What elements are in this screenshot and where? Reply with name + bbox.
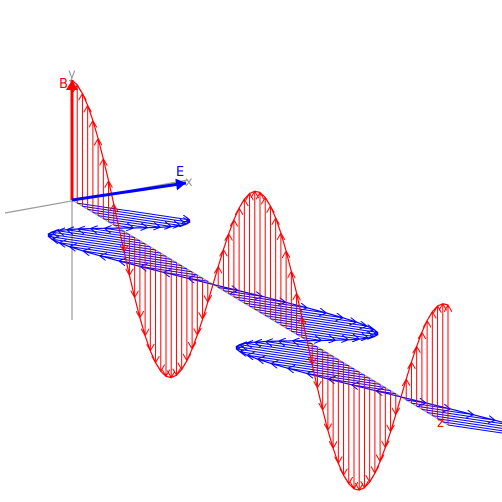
b-field-envelope	[71, 79, 449, 491]
e-field-vector	[247, 355, 360, 373]
e-field-vector	[52, 239, 167, 257]
e-field-vector	[254, 308, 367, 326]
e-field-vector	[288, 368, 375, 382]
e-field-vector	[427, 412, 502, 425]
e-field-vector	[236, 347, 344, 363]
e-field-vector	[244, 302, 343, 318]
e-field-vector	[286, 327, 359, 339]
e-field-vector	[77, 202, 189, 220]
x-axis-label: x	[185, 175, 193, 190]
b-vector-label: B	[59, 77, 68, 92]
e-vector-label: E	[176, 165, 184, 180]
e-field-vector	[237, 349, 349, 367]
e-field-vector	[67, 230, 140, 242]
e-field-vector	[266, 342, 323, 351]
e-field-vector	[411, 402, 450, 409]
e-field-vector	[442, 421, 502, 432]
e-field-vector	[437, 418, 502, 429]
e-field-vector	[82, 205, 189, 222]
e-field-vector	[103, 218, 160, 228]
e-field-vector	[48, 234, 156, 251]
e-field-vector	[278, 341, 318, 348]
e-field-vector	[259, 312, 374, 330]
e-field-vector	[291, 330, 348, 340]
y-axis-label: y	[68, 67, 76, 82]
z-axis-label: z	[437, 416, 444, 431]
e-field-vector	[98, 215, 171, 227]
e-field-vector	[246, 343, 334, 357]
e-field-vector	[223, 290, 262, 297]
magnetic-field-wave	[71, 79, 449, 491]
e-field-vector	[240, 352, 355, 370]
e-field-vector	[416, 405, 474, 415]
e-field-vector	[447, 424, 502, 434]
e-field-vector	[52, 232, 151, 248]
e-field-vector	[49, 236, 161, 254]
e-field-vector	[249, 305, 357, 322]
e-field-vector	[239, 299, 326, 313]
e-field-vector	[432, 415, 502, 427]
e-field-vector	[90, 229, 130, 235]
e-field-vector	[240, 345, 339, 360]
e-field-vector	[58, 231, 146, 245]
e-field-vector	[421, 408, 495, 420]
e-field-vector	[270, 318, 377, 335]
e-field-vector	[100, 256, 187, 270]
e-field-vector	[255, 342, 328, 354]
e-vector-arrow	[71, 178, 187, 202]
e-field-vector	[78, 229, 135, 238]
e-field-vector	[59, 243, 172, 260]
e-field-vector	[265, 315, 377, 333]
